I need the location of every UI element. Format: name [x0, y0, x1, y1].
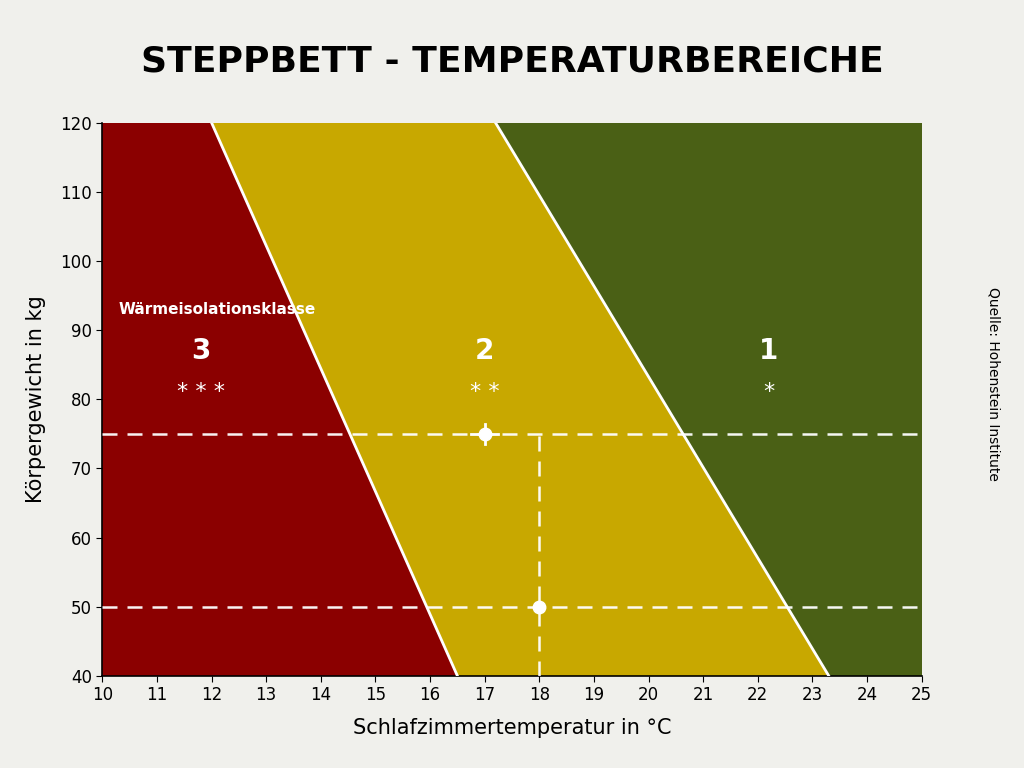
Text: Wärmeisolationsklasse: Wärmeisolationsklasse: [119, 302, 316, 317]
Text: STEPPBETT - TEMPERATURBEREICHE: STEPPBETT - TEMPERATURBEREICHE: [140, 45, 884, 78]
Text: *: *: [763, 382, 774, 402]
Text: * *: * *: [470, 382, 500, 402]
Text: 3: 3: [191, 337, 210, 365]
Polygon shape: [102, 123, 458, 676]
Polygon shape: [212, 123, 828, 676]
Polygon shape: [496, 123, 922, 676]
Text: 2: 2: [475, 337, 495, 365]
Text: 1: 1: [759, 337, 778, 365]
Text: * * *: * * *: [177, 382, 224, 402]
X-axis label: Schlafzimmertemperatur in °C: Schlafzimmertemperatur in °C: [352, 718, 672, 738]
Text: Quelle: Hohenstein Institute: Quelle: Hohenstein Institute: [986, 287, 1000, 481]
Y-axis label: Körpergewicht in kg: Körpergewicht in kg: [27, 296, 46, 503]
